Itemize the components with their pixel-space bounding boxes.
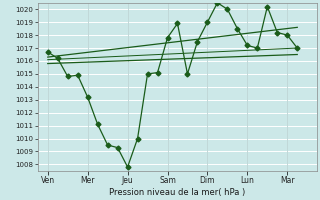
X-axis label: Pression niveau de la mer( hPa ): Pression niveau de la mer( hPa ) xyxy=(109,188,246,197)
